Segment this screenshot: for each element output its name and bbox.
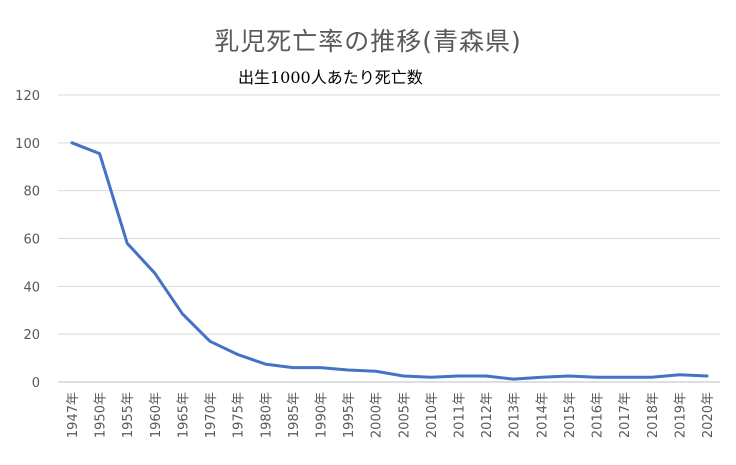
- x-tick-label: 1950年: [94, 392, 109, 438]
- y-tick-label: 80: [23, 185, 40, 200]
- y-tick-label: 100: [15, 137, 40, 152]
- y-tick-label: 20: [23, 328, 40, 343]
- x-tick-label: 1985年: [287, 392, 302, 438]
- x-tick-label: 2015年: [563, 392, 578, 438]
- y-tick-label: 0: [32, 376, 40, 391]
- x-tick-label: 1947年: [66, 392, 81, 438]
- x-tick-label: 1955年: [121, 392, 136, 438]
- x-tick-label: 1990年: [314, 392, 329, 438]
- x-tick-label: 2019年: [673, 392, 688, 438]
- x-tick-label: 2010年: [425, 392, 440, 438]
- x-tick-label: 2013年: [508, 392, 523, 438]
- chart-subtitle: 出生1000人あたり死亡数: [228, 64, 528, 92]
- x-tick-label: 2000年: [370, 392, 385, 438]
- x-tick-label: 1980年: [259, 392, 274, 438]
- x-tick-label: 2014年: [535, 392, 550, 438]
- x-tick-label: 2016年: [591, 392, 606, 438]
- x-tick-label: 2018年: [646, 392, 661, 438]
- x-tick-label: 2011年: [453, 392, 468, 438]
- x-tick-label: 2017年: [618, 392, 633, 438]
- x-tick-label: 1970年: [204, 392, 219, 438]
- x-tick-label: 1995年: [342, 392, 357, 438]
- x-tick-label: 1960年: [149, 392, 164, 438]
- x-tick-label: 1965年: [176, 392, 191, 438]
- y-tick-label: 40: [23, 280, 40, 295]
- series-line: [70, 141, 709, 381]
- y-tick-label: 120: [15, 89, 40, 104]
- x-tick-label: 2012年: [480, 392, 495, 438]
- x-tick-label: 2005年: [397, 392, 412, 438]
- y-tick-label: 60: [23, 233, 40, 248]
- x-tick-label: 2020年: [701, 392, 716, 438]
- chart-title: 乳児死亡率の推移(青森県): [214, 27, 522, 56]
- x-tick-label: 1975年: [232, 392, 247, 438]
